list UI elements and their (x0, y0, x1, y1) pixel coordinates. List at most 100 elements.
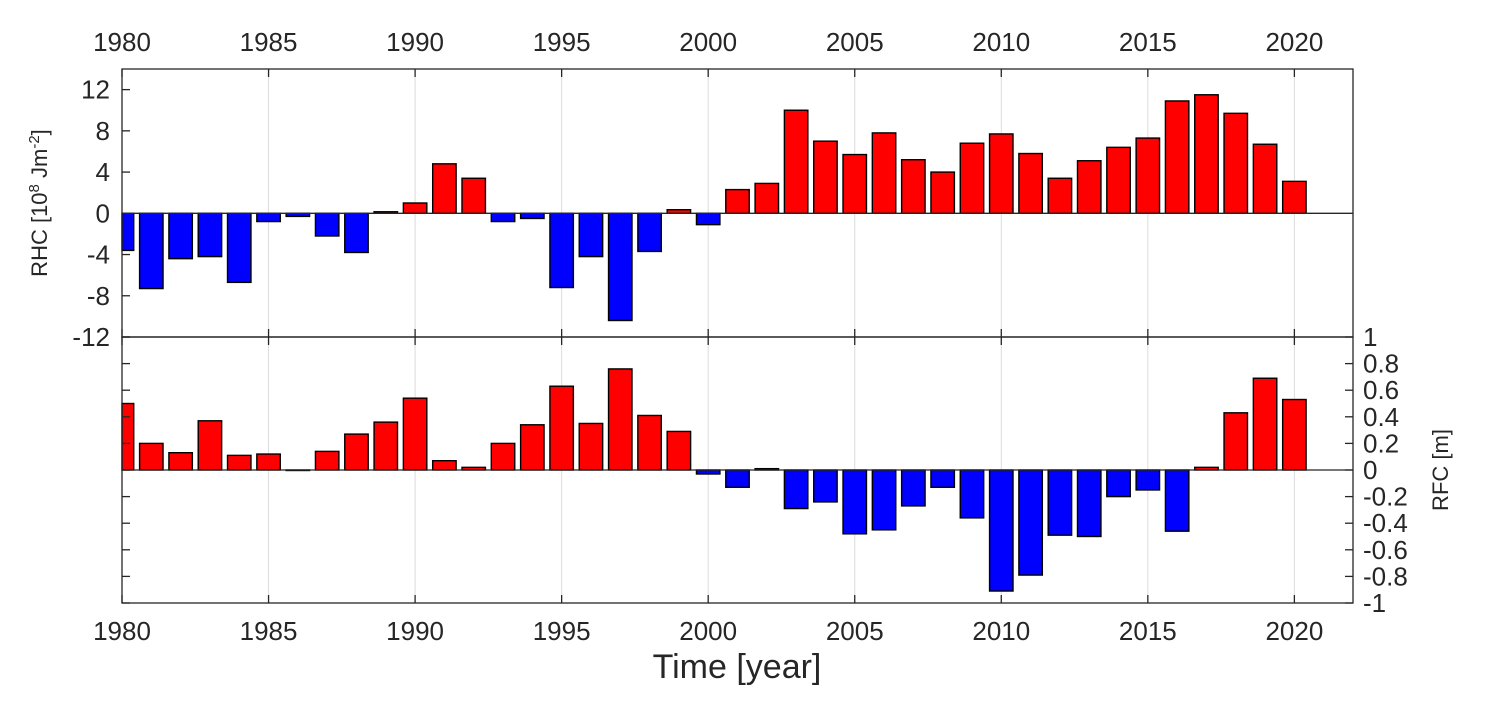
bottom-bar-1993 (490, 442, 516, 471)
top-x-ticks: 1980 1985 1990 1995 2000 2005 2010 2015 2020 (93, 27, 1323, 337)
bottom-xtick-label: 2010 (972, 616, 1030, 646)
top-bar-2004 (813, 140, 838, 215)
top-xtick-label: 2000 (679, 27, 737, 57)
bottom-ytick-label: 0.4 (1363, 402, 1399, 432)
bottom-bar-1981 (138, 442, 164, 471)
top-ytick-label: 4 (96, 157, 110, 187)
top-bar-1996 (578, 212, 604, 258)
top-bar-2006 (871, 132, 897, 215)
bottom-bar-2014 (1106, 469, 1131, 498)
bottom-y-ticks: 10.80.60.40.20-0.2-0.4-0.6-0.8-1 (122, 322, 1408, 618)
top-ytick-label: -4 (87, 240, 110, 270)
top-y-axis-title-part2: Jm (27, 149, 52, 184)
bottom-ytick-label: -0.2 (1363, 482, 1408, 512)
bottom-bar-1985 (256, 453, 281, 471)
bottom-bar-2009 (959, 469, 985, 519)
bottom-x-ticks: 1980 1985 1990 1995 2000 2005 2010 2015 2020 (93, 337, 1323, 646)
top-bar-2010 (988, 133, 1014, 215)
bottom-bar-2008 (930, 469, 956, 488)
bottom-bar-2011 (1018, 469, 1044, 576)
top-bar-2017 (1194, 94, 1219, 215)
top-xtick-label: 1980 (93, 27, 151, 57)
top-bar-1995 (549, 212, 575, 289)
bottom-xtick-label: 2000 (679, 616, 737, 646)
top-ytick-label: 12 (81, 75, 110, 105)
top-xtick-label: 1990 (386, 27, 444, 57)
bottom-bar-2020 (1281, 398, 1307, 471)
top-bar-1982 (168, 212, 194, 260)
top-bar-2007 (900, 159, 926, 215)
bottom-bar-2005 (842, 469, 868, 535)
top-bar-2013 (1076, 160, 1102, 215)
bottom-bars (121, 368, 1307, 592)
top-bar-1981 (138, 212, 164, 290)
top-bars (121, 94, 1307, 322)
bottom-xtick-label: 2005 (826, 616, 884, 646)
top-bar-1994 (519, 212, 545, 220)
bottom-ytick-label: 0.2 (1363, 428, 1399, 458)
top-bar-2016 (1164, 100, 1190, 215)
bottom-ytick-label: -0.6 (1363, 535, 1408, 565)
top-bar-2014 (1106, 146, 1131, 215)
top-bar-2003 (783, 109, 809, 215)
bottom-bar-1999 (666, 430, 692, 471)
bottom-panel: 10.80.60.40.20-0.2-0.4-0.6-0.8-1 1980 198… (93, 322, 1453, 686)
top-bar-1992 (461, 177, 487, 215)
top-xtick-label: 1995 (533, 27, 591, 57)
bottom-xtick-label: 1990 (386, 616, 444, 646)
top-bar-1984 (226, 212, 252, 284)
top-ytick-label: -8 (87, 281, 110, 311)
top-bar-1997 (607, 212, 633, 322)
bottom-ytick-label: -0.4 (1363, 508, 1408, 538)
bottom-ytick-label: 0.6 (1363, 375, 1399, 405)
top-y-axis-title-exp2: -2 (26, 135, 43, 148)
top-bar-1980 (121, 212, 135, 252)
top-xtick-label: 2005 (826, 27, 884, 57)
top-bar-1998 (637, 212, 662, 253)
top-bar-1993 (490, 212, 516, 223)
top-bar-2008 (930, 171, 956, 215)
top-panel: 12 8 4 0 -4 -8 -12 1980 1985 1990 1995 2000 2005 201… (26, 27, 1354, 352)
top-bar-2015 (1135, 137, 1161, 215)
bottom-bar-1983 (197, 420, 223, 471)
bottom-bar-2004 (813, 469, 838, 503)
bottom-ytick-label: -1 (1363, 588, 1386, 618)
top-bar-2019 (1252, 143, 1278, 215)
bottom-bar-2001 (725, 469, 750, 488)
bottom-xtick-label: 2020 (1265, 616, 1323, 646)
bottom-y-axis-title: RFC [m] (1428, 429, 1453, 511)
top-y-axis-title-part1: RHC [10 (27, 192, 52, 276)
bottom-xtick-label: 1980 (93, 616, 151, 646)
top-bar-2009 (959, 142, 985, 215)
top-y-ticks: 12 8 4 0 -4 -8 -12 (72, 75, 130, 352)
bottom-bar-2007 (900, 469, 926, 507)
bottom-bar-1984 (226, 454, 252, 471)
bottom-bar-2010 (988, 469, 1014, 592)
bottom-xtick-label: 2015 (1119, 616, 1177, 646)
top-xtick-label: 1985 (240, 27, 298, 57)
top-bar-1990 (402, 202, 428, 215)
bottom-bar-1991 (431, 459, 457, 471)
top-y-axis-title-part3: ] (27, 129, 52, 135)
top-y-axis-title: RHC [108 Jm-2] (26, 129, 53, 277)
bottom-bar-1980 (121, 402, 135, 471)
bottom-bar-2013 (1076, 469, 1102, 538)
top-bar-1983 (197, 212, 223, 258)
top-bar-2002 (754, 182, 780, 215)
top-bar-2020 (1281, 180, 1307, 215)
top-ytick-label: 0 (96, 198, 110, 228)
top-xtick-label: 2010 (972, 27, 1030, 57)
top-bar-1991 (431, 163, 457, 215)
bottom-bar-2019 (1252, 377, 1278, 471)
bottom-ytick-label: 1 (1363, 322, 1377, 352)
top-ytick-label: 8 (96, 116, 110, 146)
bottom-bar-1997 (607, 368, 633, 471)
top-bar-2011 (1018, 152, 1044, 215)
bottom-bar-2012 (1047, 469, 1073, 536)
bottom-ytick-label: 0.8 (1363, 349, 1399, 379)
top-ytick-label: -12 (72, 322, 110, 352)
x-axis-title: Time [year] (653, 648, 822, 686)
bottom-bar-2016 (1164, 469, 1190, 532)
bottom-xtick-label: 1985 (240, 616, 298, 646)
